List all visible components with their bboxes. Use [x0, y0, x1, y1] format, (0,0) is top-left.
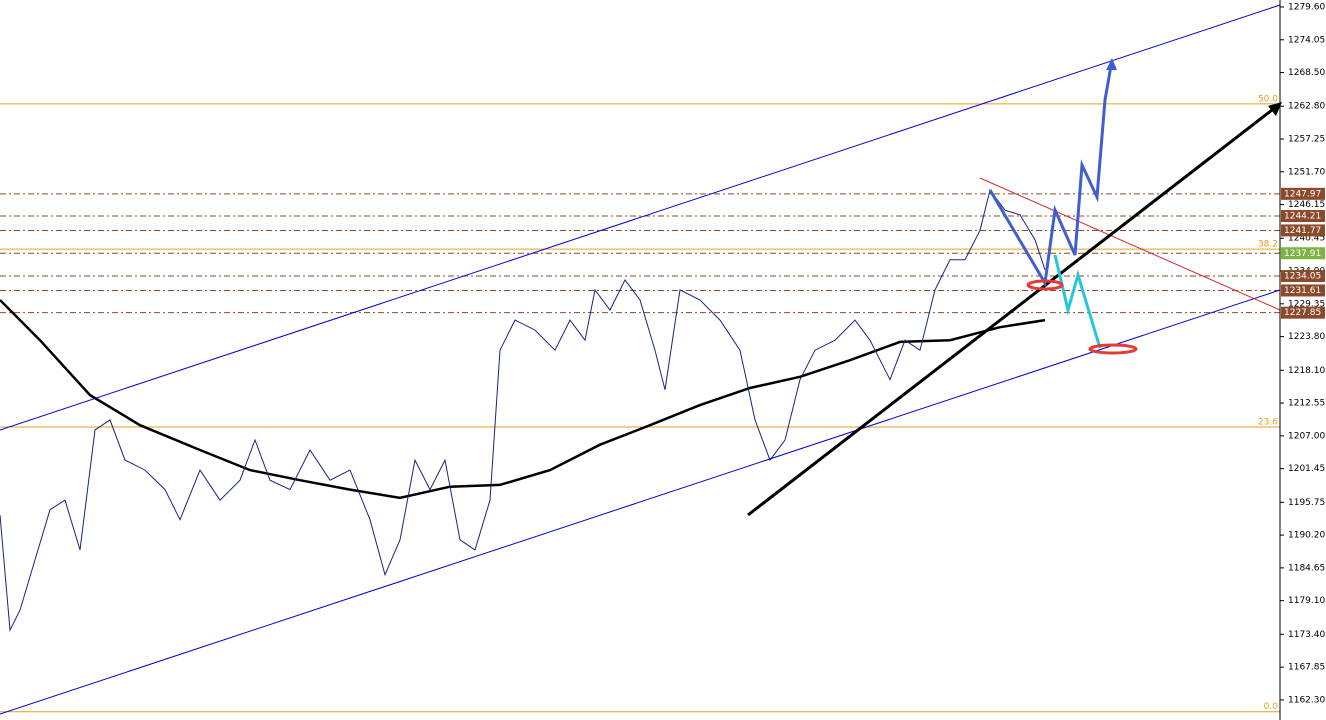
y-tick-label: 1207.00 [1288, 431, 1325, 441]
arrow-head [1106, 58, 1117, 70]
price-label-box [1281, 210, 1325, 223]
y-tick-label: 1184.65 [1288, 563, 1325, 573]
y-tick-label: 1212.55 [1288, 399, 1325, 409]
price-label-box [1281, 284, 1325, 297]
fib-label: 0.0 [1264, 702, 1279, 712]
fib-label: 50.0 [1258, 94, 1278, 104]
y-tick-label: 1223.80 [1288, 332, 1325, 342]
y-tick-label: 1246.15 [1288, 200, 1325, 210]
y-tick-label: 1251.70 [1288, 167, 1325, 177]
y-tick-label: 1274.05 [1288, 35, 1325, 45]
y-tick-label: 1162.30 [1288, 695, 1325, 705]
price-line [0, 188, 1046, 633]
channel-upper [0, 4, 1281, 431]
y-tick-label: 1190.20 [1288, 531, 1325, 541]
price-label: 1247.97 [1284, 189, 1321, 199]
price-label: 1237.91 [1284, 249, 1321, 259]
y-tick-label: 1262.80 [1288, 102, 1325, 112]
channel-lower [0, 289, 1281, 715]
y-tick-label: 1179.10 [1288, 596, 1325, 606]
forecast-path [988, 59, 1114, 288]
price-label-box [1281, 270, 1325, 283]
y-tick-label: 1268.50 [1288, 68, 1325, 78]
price-label-box [1281, 224, 1325, 237]
fib-label: 23.6 [1258, 417, 1278, 427]
y-tick-label: 1167.85 [1288, 663, 1325, 673]
price-label: 1227.85 [1284, 308, 1321, 318]
y-tick-label: 1195.75 [1288, 498, 1325, 508]
y-tick-label: 1240.45 [1288, 234, 1325, 244]
arrow-head [1268, 102, 1282, 116]
price-label-box [1281, 247, 1325, 260]
target-marker [1088, 343, 1138, 355]
y-tick-label: 1257.25 [1288, 135, 1325, 145]
price-label: 1234.05 [1284, 272, 1321, 282]
y-tick-label: 1173.40 [1288, 630, 1325, 640]
price-label: 1244.21 [1284, 212, 1321, 222]
y-tick-label: 1218.10 [1288, 366, 1325, 376]
price-label-box [1281, 187, 1325, 200]
target-marker [1026, 279, 1064, 291]
y-tick-label: 1279.60 [1288, 2, 1325, 12]
fib-label: 38.2 [1258, 240, 1278, 250]
price-label-box [1281, 306, 1325, 319]
price-label: 1231.61 [1284, 286, 1321, 296]
resistance-line [979, 177, 1281, 311]
y-tick-label: 1201.45 [1288, 464, 1325, 474]
price-label: 1241.77 [1284, 226, 1321, 236]
y-tick-label: 1229.35 [1288, 299, 1325, 309]
trend-line [747, 108, 1273, 517]
